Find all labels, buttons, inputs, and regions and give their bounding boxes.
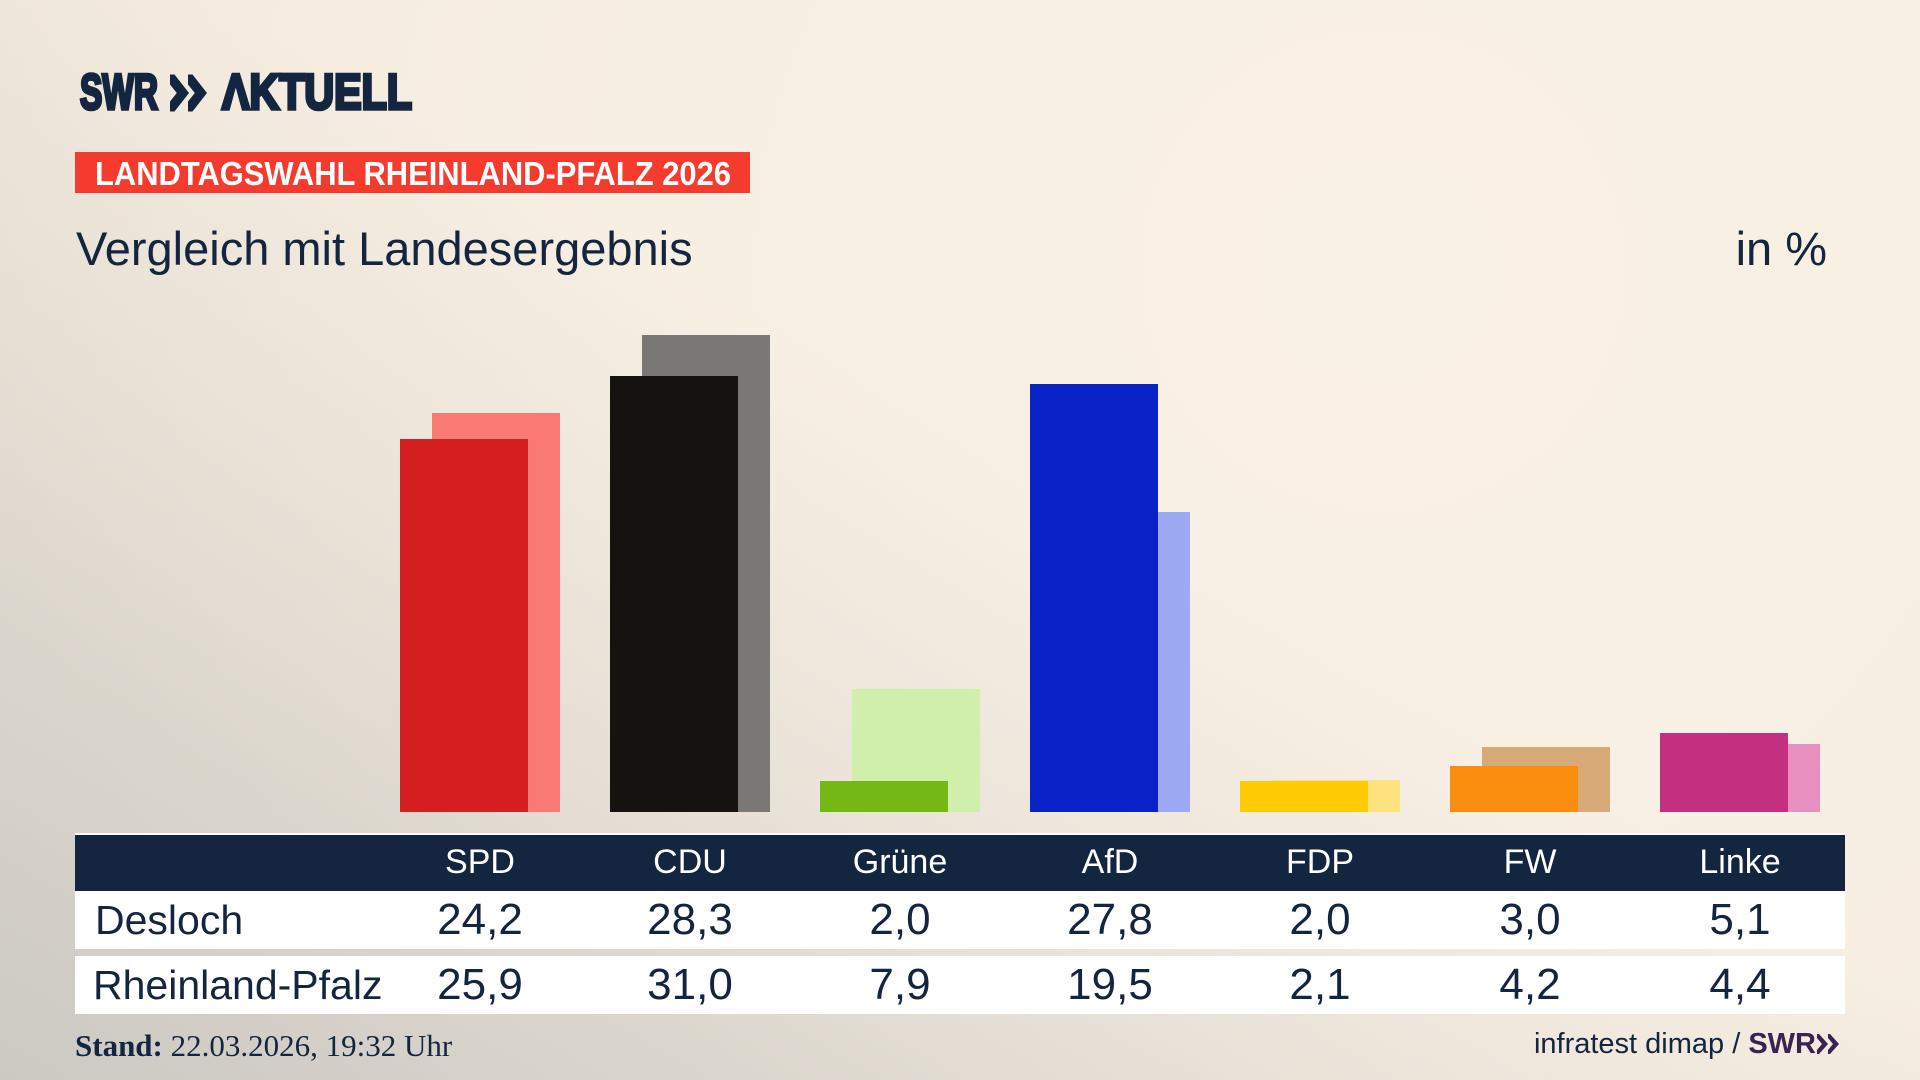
svg-text:SWR: SWR (80, 64, 158, 120)
svg-text:LANDTAGSWAHL RHEINLAND-PFALZ 2: LANDTAGSWAHL RHEINLAND-PFALZ 2026 (95, 155, 731, 192)
svg-text:ΛKTUELL: ΛKTUELL (222, 64, 412, 120)
